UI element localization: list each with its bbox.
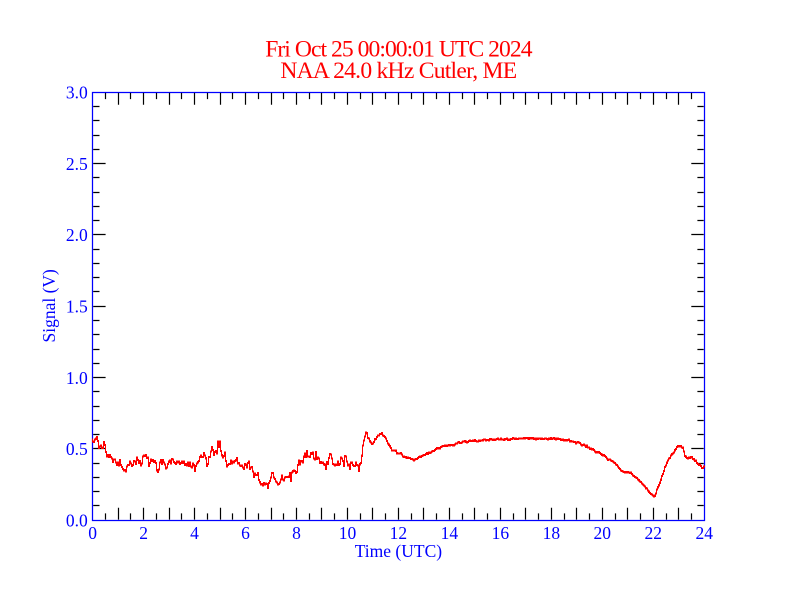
svg-text:Time (UTC): Time (UTC) bbox=[355, 541, 443, 561]
svg-text:4: 4 bbox=[190, 523, 199, 543]
svg-text:0.5: 0.5 bbox=[66, 439, 88, 459]
svg-text:14: 14 bbox=[441, 523, 459, 543]
svg-text:0: 0 bbox=[88, 523, 97, 543]
svg-text:2.0: 2.0 bbox=[66, 225, 88, 245]
svg-text:1.0: 1.0 bbox=[66, 368, 88, 388]
svg-text:22: 22 bbox=[645, 523, 663, 543]
svg-text:0.0: 0.0 bbox=[66, 510, 88, 530]
svg-text:1.5: 1.5 bbox=[66, 296, 88, 316]
svg-text:12: 12 bbox=[390, 523, 408, 543]
svg-text:20: 20 bbox=[594, 523, 612, 543]
svg-text:10: 10 bbox=[339, 523, 357, 543]
svg-text:6: 6 bbox=[241, 523, 250, 543]
svg-text:24: 24 bbox=[696, 523, 714, 543]
svg-text:3.0: 3.0 bbox=[66, 83, 88, 103]
svg-text:18: 18 bbox=[543, 523, 561, 543]
svg-text:2.5: 2.5 bbox=[66, 154, 88, 174]
svg-text:Signal (V): Signal (V) bbox=[39, 269, 59, 343]
svg-text:NAA 24.0 kHz Cutler, ME: NAA 24.0 kHz Cutler, ME bbox=[280, 58, 516, 84]
svg-text:Fri Oct 25 00:00:01 UTC 2024: Fri Oct 25 00:00:01 UTC 2024 bbox=[265, 37, 533, 63]
svg-text:8: 8 bbox=[292, 523, 301, 543]
svg-text:2: 2 bbox=[139, 523, 148, 543]
svg-text:16: 16 bbox=[492, 523, 510, 543]
